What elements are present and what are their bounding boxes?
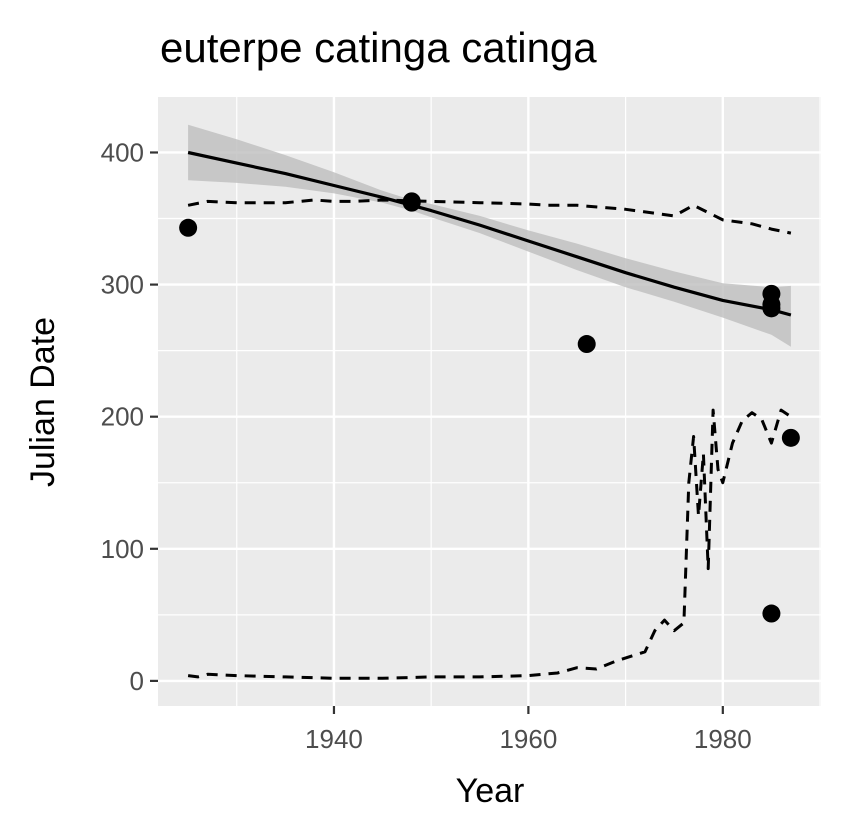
- confidence-band: [188, 124, 791, 347]
- x-tick-label: 1980: [694, 724, 752, 754]
- data-point: [762, 604, 781, 623]
- x-tick-label: 1960: [499, 724, 557, 754]
- lower-dashed-line: [187, 408, 792, 680]
- x-axis-title: Year: [456, 772, 525, 810]
- y-tick-label: 400: [101, 137, 144, 167]
- upper-dashed-line: [187, 198, 792, 235]
- chart-title: euterpe catinga catinga: [160, 24, 597, 71]
- axes: 1940 1960 1980 0 100 200 300 400: [101, 137, 752, 754]
- data-point: [577, 335, 596, 354]
- data-point: [762, 299, 781, 318]
- y-tick-label: 300: [101, 270, 144, 300]
- x-tick-label: 1940: [305, 724, 363, 754]
- trend-lines: [187, 150, 792, 680]
- plot-panel: [158, 97, 821, 706]
- confidence-band-area: [188, 124, 791, 347]
- grid-lines: [158, 97, 821, 706]
- data-point: [781, 428, 800, 447]
- data-point: [402, 193, 421, 212]
- y-tick-label: 100: [101, 534, 144, 564]
- data-point: [179, 218, 198, 237]
- data-points: [179, 192, 800, 623]
- smooth-fit-line: [187, 150, 792, 317]
- y-tick-label: 200: [101, 402, 144, 432]
- y-axis-title: Julian Date: [24, 317, 62, 487]
- y-tick-label: 0: [130, 666, 144, 696]
